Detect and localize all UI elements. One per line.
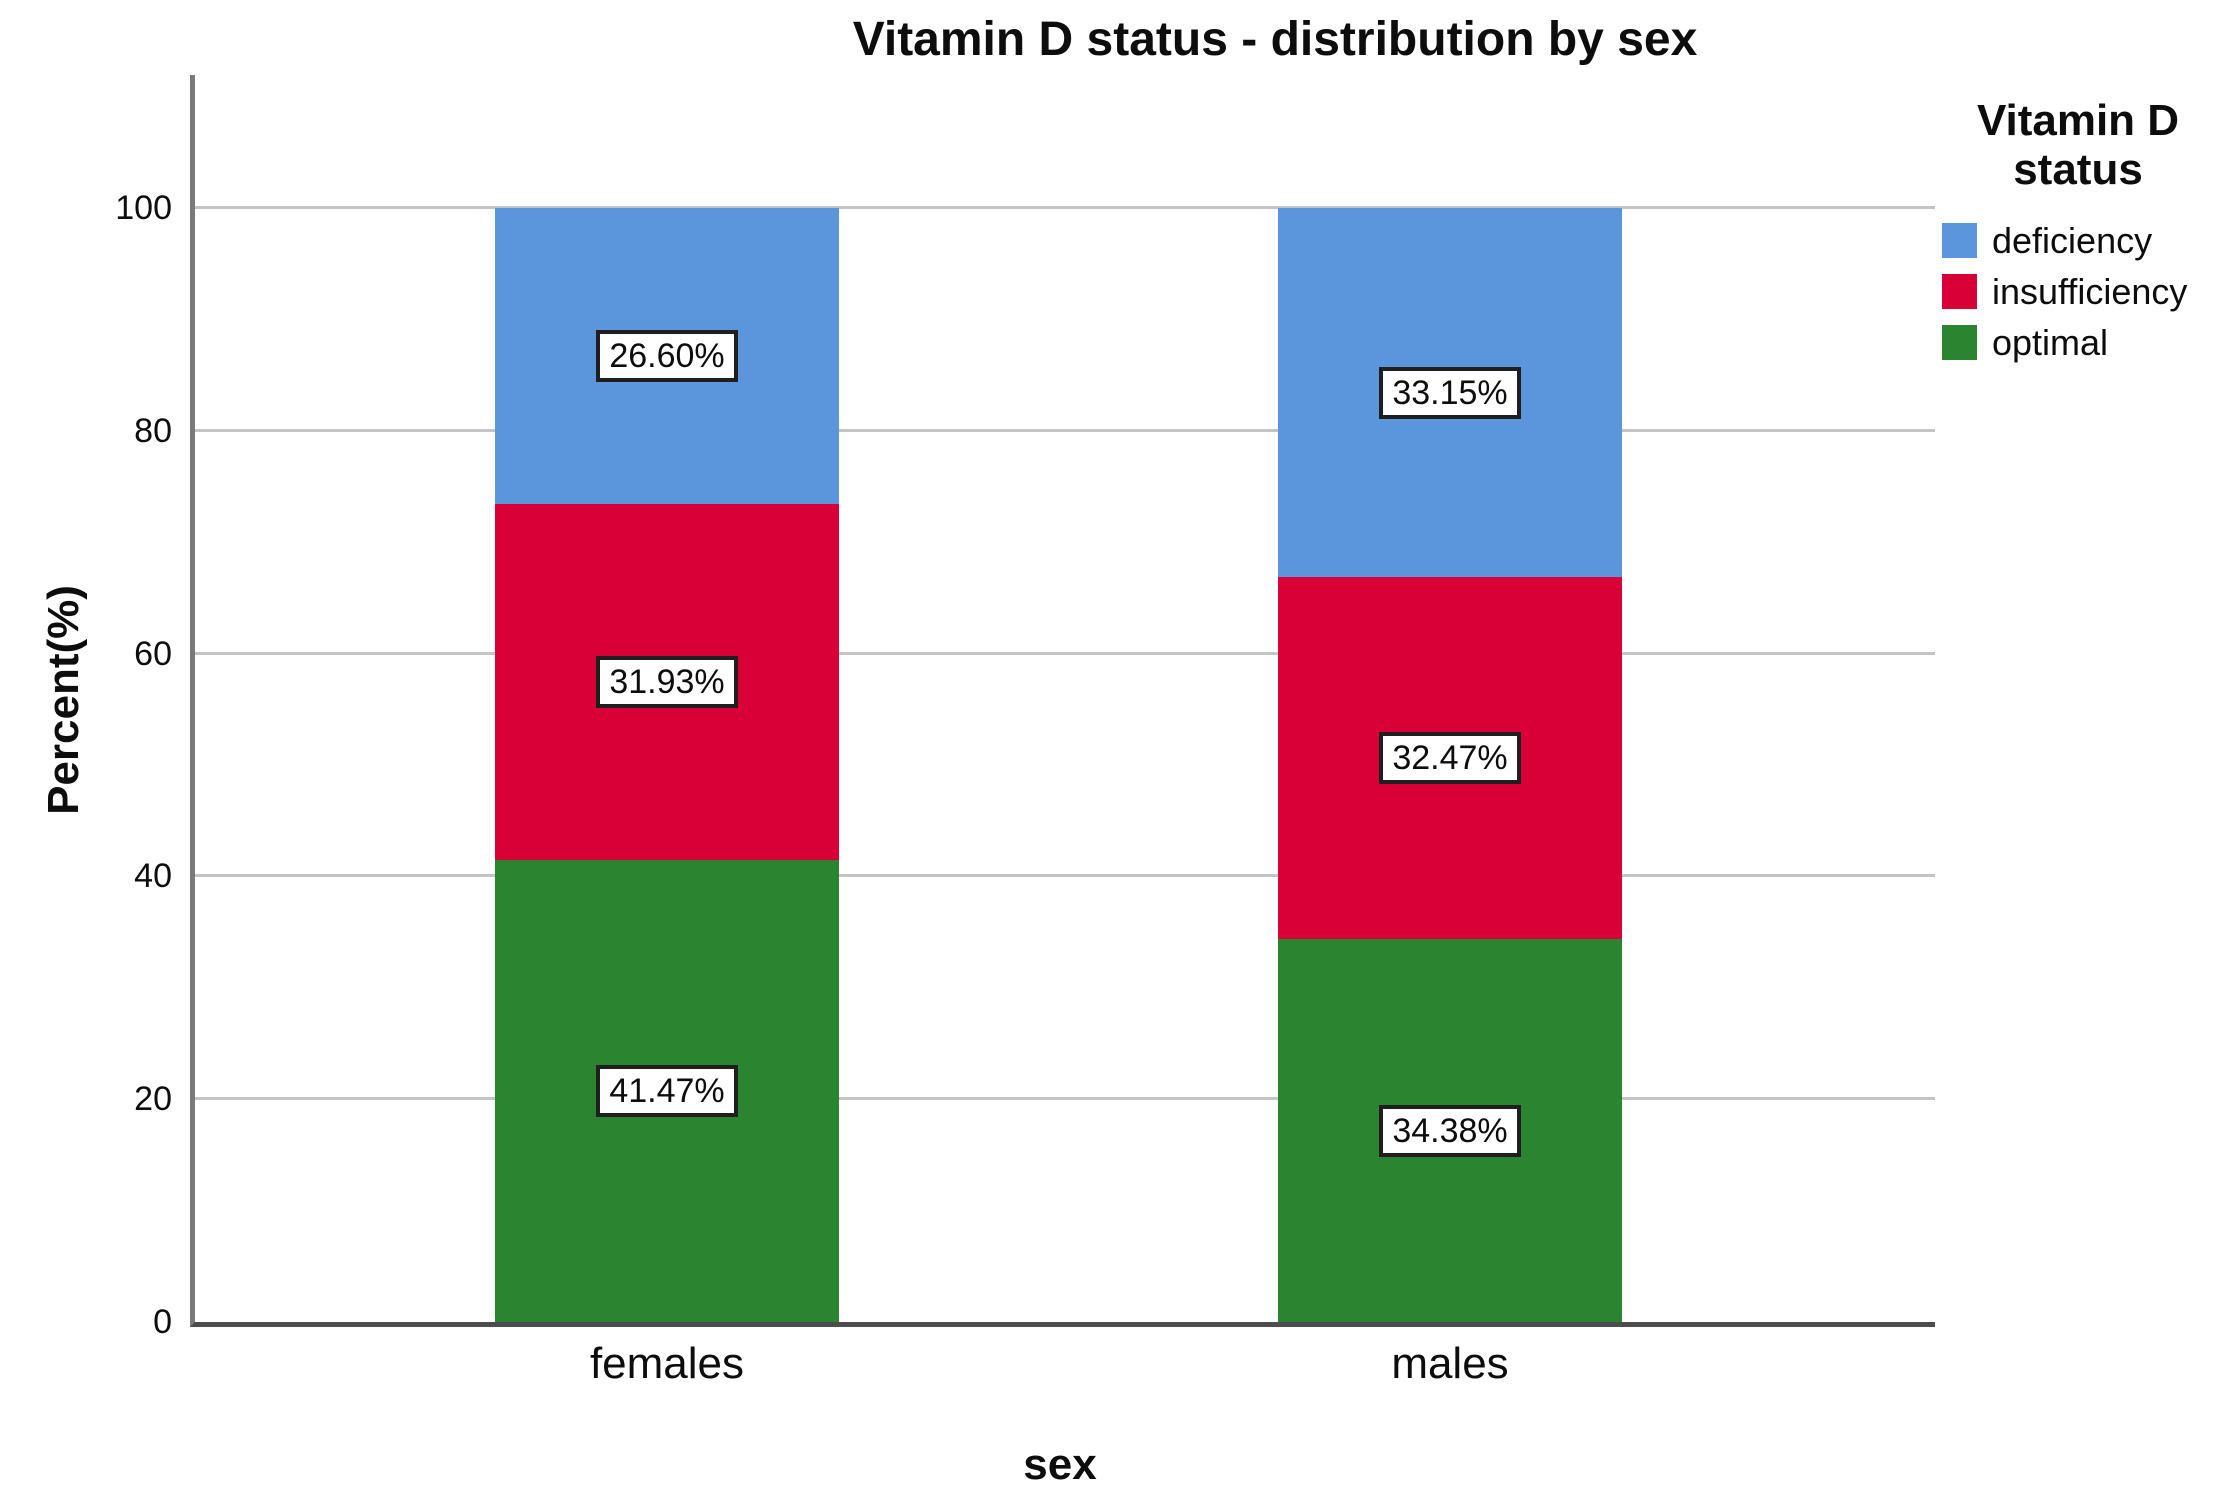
plot-area: 41.47% 31.93% 26.60% 34.38% 32.47% 33.15% (190, 75, 1935, 1327)
legend-item-deficiency: deficiency (1942, 219, 2214, 261)
bar-segment-insufficiency: 32.47% (1278, 577, 1622, 940)
data-label: 32.47% (1379, 732, 1521, 785)
legend-swatch (1942, 325, 1977, 361)
legend-swatch (1942, 223, 1977, 259)
y-tick-label: 100 (115, 189, 172, 227)
bar-segment-optimal: 41.47% (495, 860, 839, 1322)
bar-segment-deficiency: 33.15% (1278, 208, 1622, 578)
y-tick-label: 20 (134, 1080, 172, 1119)
data-label: 41.47% (596, 1065, 738, 1118)
y-tick-label: 80 (134, 411, 172, 450)
x-axis-category-labels: females males (195, 1336, 1935, 1396)
bar-males: 34.38% 32.47% 33.15% (1278, 208, 1622, 1322)
gridline (195, 874, 1935, 878)
legend-items: deficiency insufficiency optimal (1942, 219, 2214, 363)
bar-segment-deficiency: 26.60% (495, 208, 839, 505)
legend-item-label: insufficiency (1992, 270, 2188, 312)
legend-swatch (1942, 274, 1977, 310)
data-label: 26.60% (596, 330, 738, 383)
y-axis-ticks: 0 20 40 60 80 100 (0, 75, 172, 1339)
bar-segment-insufficiency: 31.93% (495, 504, 839, 861)
y-tick-label: 60 (134, 634, 172, 673)
x-category-label-males: males (1391, 1339, 1509, 1388)
chart-title: Vitamin D status - distribution by sex (852, 13, 1698, 66)
x-axis-title: sex (1023, 1440, 1097, 1489)
legend-title: Vitamin D status (1976, 96, 2180, 195)
gridline (195, 428, 1935, 432)
gridline (195, 1097, 1935, 1101)
legend-item-label: deficiency (1992, 219, 2153, 261)
y-tick-label: 40 (134, 857, 172, 896)
legend-item-insufficiency: insufficiency (1942, 270, 2214, 312)
bar-segment-optimal: 34.38% (1278, 939, 1622, 1322)
x-category-label-females: females (589, 1339, 745, 1388)
gridline (195, 651, 1935, 655)
data-label: 33.15% (1379, 366, 1521, 419)
data-label: 34.38% (1379, 1104, 1521, 1157)
gridline (195, 206, 1935, 209)
legend-item-optimal: optimal (1942, 321, 2214, 363)
bar-females: 41.47% 31.93% 26.60% (495, 208, 839, 1322)
y-tick-label: 0 (153, 1303, 172, 1341)
legend: Vitamin D status deficiency insufficiency… (1942, 96, 2214, 376)
legend-item-label: optimal (1992, 321, 2109, 363)
data-label: 31.93% (596, 656, 738, 709)
